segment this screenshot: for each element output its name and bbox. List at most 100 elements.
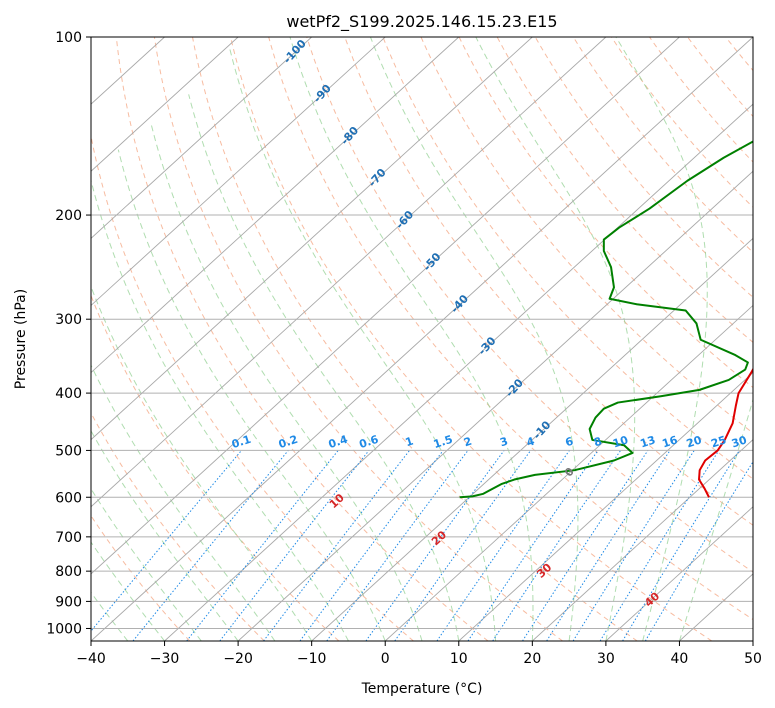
moist-adiabat-line (91, 487, 202, 641)
plot-frame (90, 36, 754, 642)
x-tick-label: 0 (381, 651, 390, 667)
temperature-profile-line (698, 367, 753, 498)
mixing-ratio-label: 0.1 (230, 433, 253, 451)
mixing-ratio-line (572, 450, 695, 641)
isotherm-line (91, 37, 680, 575)
mixing-ratio-label: 16 (661, 433, 680, 450)
mixing-ratio-line (644, 460, 753, 641)
moist-adiabat-line (91, 285, 313, 641)
mixing-ratio-labels: 0.1 0.2 0.4 0.6 1 1.5 2 3 4 6 8 10 13 16 20 25 30 (230, 433, 749, 452)
moist-adiabat-line (91, 541, 165, 641)
isotherm-line (237, 170, 753, 641)
dry-adiabat-line (153, 37, 563, 641)
isotherm-line (91, 37, 460, 374)
chart-title: wetPf2_S199.2025.146.15.23.E15 (286, 12, 557, 32)
mixing-ratio-label: 2 (462, 435, 473, 450)
dry-adiabat-line (496, 37, 753, 343)
x-tick-label: 10 (450, 651, 468, 667)
mixing-ratio-line (467, 450, 599, 641)
dry-adiabat-line (572, 37, 753, 253)
mixing-ratio-line (394, 450, 532, 641)
isotherm-labels: -100-90-80-70-60-50-40-30-20-100 (281, 37, 577, 480)
moist-adiabat-line (91, 178, 349, 641)
moist-adiabat-line (475, 37, 636, 641)
dry-adiabat-line (764, 37, 775, 641)
mixing-ratio-lines (91, 450, 753, 641)
x-tick-label: 30 (597, 651, 615, 667)
isotherm-line (91, 37, 533, 441)
moist-adiabat-line (91, 429, 239, 641)
dry-adiabat-line (344, 37, 753, 526)
isotherm-line (605, 506, 753, 641)
y-tick-label: 400 (55, 386, 82, 402)
plot-area: -100-90-80-70-60-50-40-30-20-10010203040… (46, 30, 775, 667)
dry-adiabat-label: 30 (534, 561, 554, 581)
mixing-ratio-line (599, 450, 720, 641)
mixing-ratio-line (186, 450, 339, 641)
dry-adiabat-line (91, 411, 265, 641)
isotherm-line (752, 640, 753, 641)
y-tick-label: 800 (55, 564, 82, 580)
mixing-ratio-line (365, 450, 505, 641)
mixing-ratio-label: 8 (592, 435, 603, 450)
y-tick-label: 600 (55, 490, 82, 506)
mixing-ratio-line (492, 450, 622, 641)
y-axis-title: Pressure (hPa) (13, 289, 29, 389)
mixing-ratio-label: 0.6 (358, 433, 381, 451)
mixing-ratio-label: 6 (564, 434, 576, 449)
mixing-ratio-line (299, 450, 444, 641)
isotherm-label: -100 (281, 37, 309, 66)
moist-adiabat-line (289, 37, 534, 641)
dry-adiabat-line (91, 294, 340, 641)
mixing-ratio-label: 25 (709, 433, 728, 450)
isotherm-line (164, 103, 753, 641)
x-tick-label: 40 (671, 651, 689, 667)
mixing-ratio-line (219, 450, 370, 641)
y-tick-label: 1000 (46, 621, 82, 637)
mixing-ratio-label: 1 (404, 435, 415, 450)
dry-adiabat-line (725, 37, 753, 72)
dry-adiabat-line (534, 37, 753, 298)
moist-adiabat-line (188, 94, 460, 641)
dry-adiabat-line (306, 37, 753, 573)
isotherm-line (91, 37, 386, 307)
dry-adiabat-line (230, 37, 713, 641)
mixing-ratio-label: 0.4 (327, 433, 350, 451)
y-tick-label: 500 (55, 443, 82, 459)
dry-adiabat-line (91, 514, 191, 641)
dry-adiabat-line (91, 133, 414, 641)
isotherm-line (384, 304, 753, 641)
dry-adiabat-line (382, 37, 753, 480)
y-tick-label: 100 (55, 30, 82, 46)
dry-adiabat-line (268, 37, 753, 621)
moist-adiabat-line (369, 37, 579, 641)
isotherm-line (311, 237, 753, 641)
isotherm-line (458, 371, 753, 641)
mixing-ratio-line (91, 450, 242, 632)
dry-adiabat-line (610, 37, 753, 208)
mixing-ratio-line (546, 450, 671, 641)
mixing-ratio-line (436, 450, 570, 641)
isotherm-line (91, 37, 607, 508)
x-tick-label: 50 (744, 651, 762, 667)
x-tick-label: −40 (76, 651, 106, 667)
isotherm-line (91, 37, 312, 239)
mixing-ratio-label: 3 (498, 435, 509, 450)
mixing-ratio-line (263, 450, 410, 641)
mixing-ratio-line (326, 450, 469, 641)
dry-adiabats (91, 37, 775, 641)
isotherm-line (91, 37, 753, 641)
moist-adiabat-line (91, 591, 129, 641)
x-tick-label: −30 (150, 651, 180, 667)
mixing-ratio-label: 13 (639, 433, 658, 450)
isotherm-line (91, 37, 239, 172)
x-tick-label: −10 (297, 651, 327, 667)
mixing-ratio-label: 20 (685, 433, 704, 450)
moist-adiabat-line (678, 397, 753, 641)
y-tick-label: 200 (55, 208, 82, 224)
dewpoint-profile-line (459, 140, 753, 499)
x-axis-title: Temperature (°C) (361, 681, 483, 697)
mixing-ratio-label: 0.2 (277, 433, 300, 451)
